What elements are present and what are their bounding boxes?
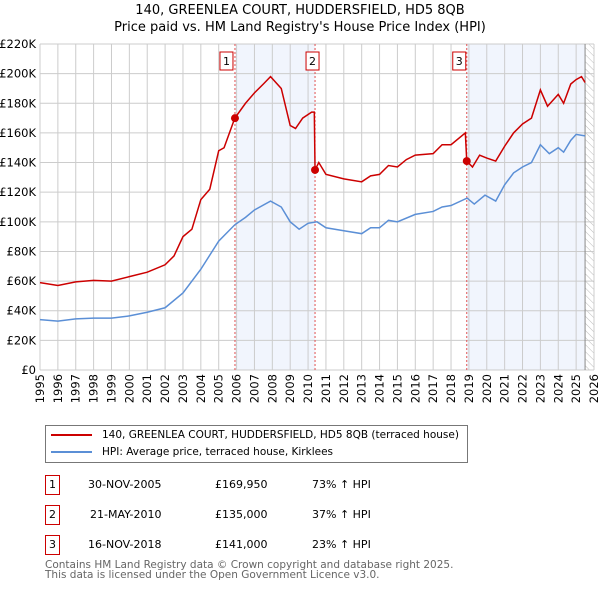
x-tick-label: 2011: [319, 374, 333, 403]
y-tick-label: £40K: [7, 304, 37, 318]
footer: Contains HM Land Registry data © Crown c…: [45, 559, 454, 581]
x-tick-label: 2026: [587, 374, 600, 403]
x-tick-label: 1995: [33, 374, 47, 403]
y-tick-label: £140K: [0, 156, 36, 170]
legend-label: 140, GREENLEA COURT, HUDDERSFIELD, HD5 8…: [102, 429, 459, 441]
y-tick-label: £100K: [0, 215, 36, 229]
sale-point: [311, 165, 320, 174]
footer-line: Contains HM Land Registry data © Crown c…: [45, 559, 454, 571]
sale-hpi: 37% ↑ HPI: [312, 508, 371, 521]
y-tick-label: £0: [21, 363, 36, 377]
sale-label-box: [219, 51, 234, 71]
x-tick-label: 2020: [480, 374, 494, 403]
x-tick-label: 2016: [408, 374, 422, 403]
sale-badge: 1: [45, 475, 60, 495]
sale-point: [462, 157, 471, 166]
sale-label: 3: [456, 55, 463, 68]
legend-swatch: [51, 451, 92, 453]
x-tick-label: 2002: [158, 374, 172, 403]
y-tick-label: £160K: [0, 126, 36, 140]
table-row: 3 16-NOV-2018 £141,000 23% ↑ HPI: [45, 535, 465, 555]
x-tick-label: 2023: [533, 374, 547, 403]
y-tick-label: £220K: [0, 37, 36, 51]
legend-label: HPI: Average price, terraced house, Kirk…: [102, 446, 334, 458]
sale-price: £169,950: [215, 478, 268, 491]
x-tick-label: 2012: [337, 374, 351, 403]
sale-label: 1: [223, 55, 230, 68]
x-tick-label: 2021: [498, 374, 512, 403]
x-tick-label: 1996: [51, 374, 65, 403]
sale-badge: 3: [45, 535, 60, 555]
shaded-period: [234, 44, 316, 370]
x-tick-label: 2018: [444, 374, 458, 403]
sale-label: 2: [309, 55, 316, 68]
x-tick-label: 2008: [265, 374, 279, 403]
legend-item-property: 140, GREENLEA COURT, HUDDERSFIELD, HD5 8…: [51, 427, 459, 443]
property-price-line: [39, 75, 586, 287]
sale-date: 30-NOV-2005: [88, 478, 162, 491]
y-tick-label: £80K: [7, 244, 37, 258]
x-tick-label: 2006: [230, 374, 244, 403]
x-tick-label: 2009: [283, 374, 297, 403]
x-tick-label: 1997: [69, 374, 83, 403]
sale-date: 21-MAY-2010: [90, 508, 162, 521]
x-tick-label: 2025: [569, 374, 583, 403]
x-tick-label: 2019: [462, 374, 476, 403]
y-tick-label: £20K: [7, 333, 37, 347]
x-tick-label: 1999: [104, 374, 118, 403]
x-tick-label: 2013: [355, 374, 369, 403]
x-tick-label: 2000: [122, 374, 136, 403]
sale-date: 16-NOV-2018: [88, 538, 162, 551]
legend-swatch: [51, 434, 92, 436]
x-tick-label: 2005: [212, 374, 226, 403]
plot: 1995 1996 1997 1998 1999 2000 2001 2002 2003 2004…: [0, 37, 600, 403]
x-tick-label: 2014: [373, 374, 387, 403]
chart-title: 140, GREENLEA COURT, HUDDERSFIELD, HD5 8…: [135, 3, 465, 18]
y-tick-label: £200K: [0, 67, 36, 81]
y-tick-label: £60K: [7, 274, 37, 288]
chart-subtitle: Price paid vs. HM Land Registry's House …: [114, 20, 486, 35]
y-tick-label: £120K: [0, 185, 36, 199]
table-row: 1 30-NOV-2005 £169,950 73% ↑ HPI: [45, 475, 465, 495]
sale-badge: 2: [45, 505, 60, 525]
y-tick-label: £180K: [0, 96, 36, 110]
footer-line: This data is licensed under the Open Gov…: [45, 569, 380, 581]
x-tick-label: 2024: [551, 374, 565, 403]
x-tick-label: 2004: [194, 374, 208, 403]
x-tick-label: 2007: [247, 374, 261, 403]
sale-point: [230, 114, 239, 123]
x-tick-label: 2001: [140, 374, 154, 403]
hpi-line: [39, 133, 586, 322]
x-tick-label: 2022: [516, 374, 530, 403]
sale-hpi: 73% ↑ HPI: [312, 478, 371, 491]
sale-price: £135,000: [215, 508, 268, 521]
sale-price: £141,000: [215, 538, 268, 551]
x-tick-label: 2003: [176, 374, 190, 403]
sale-hpi: 23% ↑ HPI: [312, 538, 371, 551]
table-row: 2 21-MAY-2010 £135,000 37% ↑ HPI: [45, 505, 465, 525]
x-tick-label: 1998: [87, 374, 101, 403]
future-hatch: [585, 44, 594, 370]
sale-label-box: [452, 51, 467, 71]
sale-label-box: [305, 51, 320, 71]
x-tick-label: 2017: [426, 374, 440, 403]
x-tick-label: 2015: [390, 374, 404, 403]
legend: 140, GREENLEA COURT, HUDDERSFIELD, HD5 8…: [45, 425, 468, 463]
legend-item-hpi: HPI: Average price, terraced house, Kirk…: [51, 444, 333, 460]
x-tick-label: 2010: [301, 374, 315, 403]
